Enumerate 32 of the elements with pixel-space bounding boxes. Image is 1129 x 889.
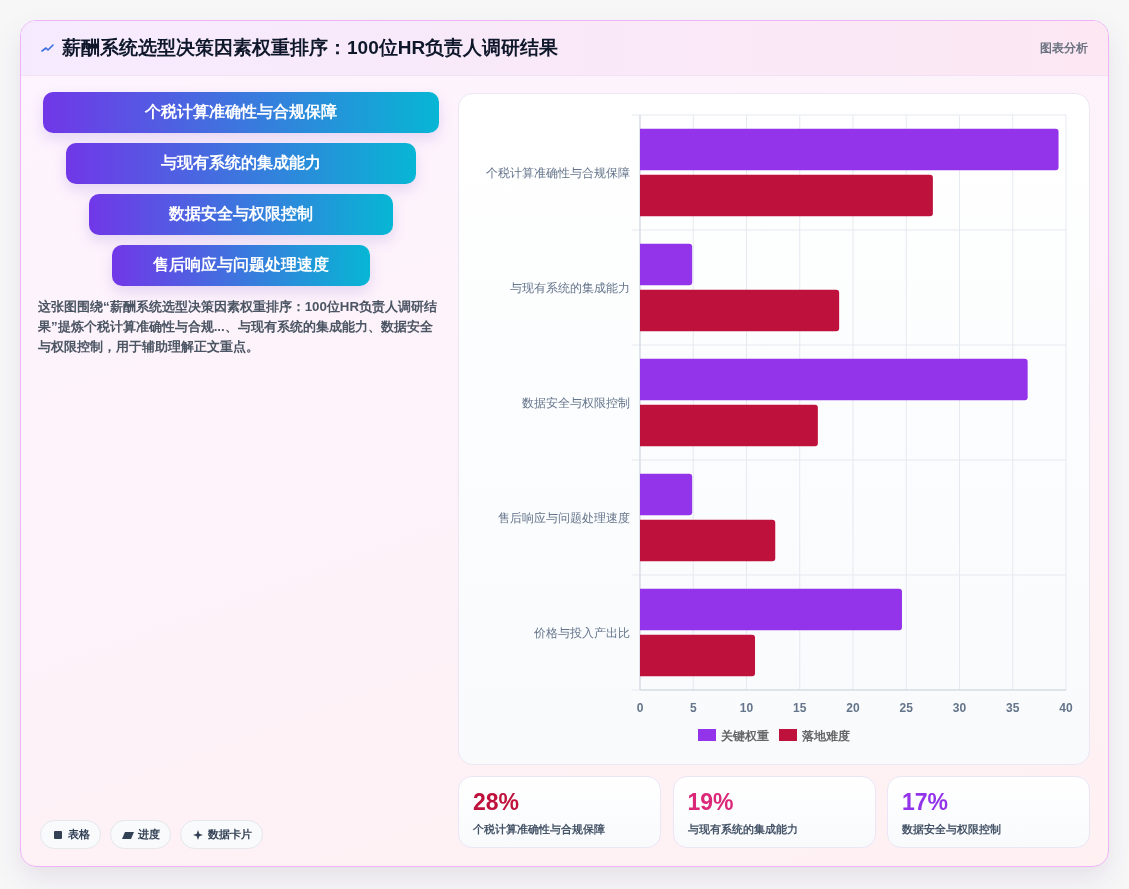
text: 这张图围绕“薪酬系统选型决策因素权重排序：100位HR负责人调研结果”提炼个税计算准确性与合规...、与现有系统的集成能力、数据安全与权限控制，用于辅助理解正文重点。 bbox=[38, 298, 439, 356]
category-label: 个税计算准确性与合规保障 bbox=[145, 102, 337, 122]
text: 28% bbox=[473, 788, 520, 816]
x-tick-label: 25 bbox=[899, 701, 914, 715]
x-tick-label: 0 bbox=[636, 701, 644, 715]
x-tick-label: 10 bbox=[739, 701, 754, 715]
category-label: 与现有系统的集成能力 bbox=[687, 822, 798, 836]
x-tick-label: 15 bbox=[793, 701, 807, 715]
text: 19% bbox=[687, 788, 734, 816]
x-tick-label: 30 bbox=[952, 701, 967, 715]
category-label: 售后响应与问题处理速度 bbox=[153, 255, 329, 275]
text: 17% bbox=[902, 788, 949, 816]
y-tick-label: 数据安全与权限控制 bbox=[522, 395, 630, 410]
category-label: 个税计算准确性与合规保障 bbox=[473, 822, 605, 836]
x-tick-label: 5 bbox=[689, 701, 697, 715]
y-tick-label: 价格与投入产出比 bbox=[533, 625, 630, 640]
y-tick-label: 与现有系统的集成能力 bbox=[510, 280, 630, 295]
legend-label: 关键权重 bbox=[720, 728, 769, 743]
x-tick-label: 35 bbox=[1006, 701, 1020, 715]
category-label: 数据安全与权限控制 bbox=[169, 204, 313, 224]
category-label: 与现有系统的集成能力 bbox=[161, 153, 321, 173]
x-tick-label: 40 bbox=[1059, 701, 1073, 715]
y-tick-label: 个税计算准确性与合规保障 bbox=[486, 165, 630, 180]
text: 数据卡片 bbox=[208, 827, 252, 842]
text: 表格 bbox=[68, 827, 90, 842]
category-label: 数据安全与权限控制 bbox=[902, 822, 1001, 836]
x-tick-label: 20 bbox=[846, 701, 860, 715]
text: 图表分析 bbox=[1040, 40, 1088, 56]
text: 薪酬系统选型决策因素权重排序：100位HR负责人调研结果 bbox=[62, 36, 559, 60]
legend-label: 落地难度 bbox=[801, 728, 850, 743]
text: 进度 bbox=[138, 827, 160, 842]
y-tick-label: 售后响应与问题处理速度 bbox=[498, 510, 630, 525]
